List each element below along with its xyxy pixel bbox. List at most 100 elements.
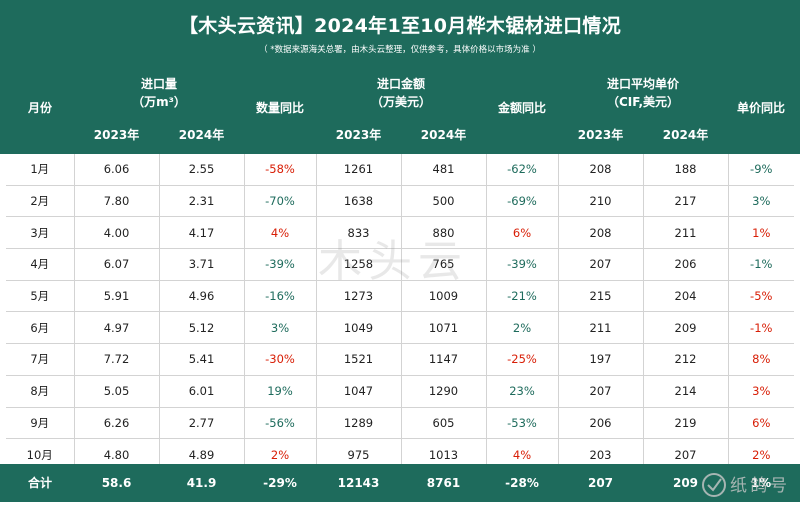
cell-qty-2023: 7.72 [74,343,160,376]
cell-qty-2024: 5.41 [159,343,245,376]
cell-month: 2月 [6,185,75,218]
svg-text:纸: 纸 [730,476,747,496]
cell-qty-2023: 4.00 [74,216,160,250]
total-row: 合计 58.6 41.9 -29% 12143 8761 -28% 207 20… [0,464,800,502]
table-row: 9月 6.26 2.77 -56% 1289 605 -53% 206 219 6% [6,407,794,440]
cell-amt-yoy: 6% [486,216,559,250]
header-amt-2024: 2024年 [420,128,467,142]
cell-qty-2024: 3.71 [159,248,245,281]
header-qty-2023: 2023年 [93,128,140,142]
cell-qty-2023: 6.07 [74,248,160,281]
cell-month: 8月 [6,375,75,408]
cell-price-2023: 215 [558,280,644,313]
cell-qty-2024: 2.31 [159,185,245,218]
table-row: 1月 6.06 2.55 -58% 1261 481 -62% 208 188 -9% [6,154,794,186]
cell-price-2023: 206 [558,407,644,440]
cell-price-yoy: -1% [728,311,794,345]
cell-amt-yoy: -62% [486,154,559,186]
header-amt-unit: （万美元） [370,95,431,109]
svg-text:鸽: 鸽 [750,476,767,496]
cell-amt-2023: 1289 [316,407,402,440]
cell-qty-yoy: -70% [244,185,317,218]
cell-qty-yoy: -30% [244,343,317,376]
cell-amt-yoy: 2% [486,311,559,345]
cell-price-yoy: 8% [728,343,794,376]
cell-amt-yoy: -39% [486,248,559,281]
cell-month: 3月 [6,216,75,250]
cell-price-yoy: 3% [728,185,794,218]
cell-amt-yoy: -25% [486,343,559,376]
cell-amt-2024: 1009 [401,280,487,313]
cell-price-2024: 217 [643,185,729,218]
table-row: 3月 4.00 4.17 4% 833 880 6% 208 211 1% [6,216,794,250]
cell-amt-2024: 500 [401,185,487,218]
cell-month: 5月 [6,280,75,313]
cell-month: 4月 [6,248,75,281]
cell-qty-2023: 4.97 [74,311,160,345]
cell-amt-2023: 1273 [316,280,402,313]
cell-amt-2023: 1638 [316,185,402,218]
cell-amt-2024: 1147 [401,343,487,376]
cell-amt-2024: 1071 [401,311,487,345]
cell-price-2024: 212 [643,343,729,376]
table-row: 2月 7.80 2.31 -70% 1638 500 -69% 210 217 3% [6,185,794,218]
cell-amt-2024: 605 [401,407,487,440]
cell-price-2024: 211 [643,216,729,250]
cell-amt-yoy: -21% [486,280,559,313]
cell-price-2023: 207 [558,375,644,408]
cell-amt-yoy: -69% [486,185,559,218]
cell-month: 6月 [6,311,75,345]
cell-price-2024: 219 [643,407,729,440]
total-amt-2023: 12143 [337,476,380,490]
cell-price-2023: 211 [558,311,644,345]
cell-qty-2023: 6.06 [74,154,160,186]
cell-qty-2024: 2.77 [159,407,245,440]
cell-qty-yoy: -16% [244,280,317,313]
svg-text:号: 号 [770,476,787,496]
cell-price-2024: 206 [643,248,729,281]
cell-qty-yoy: 19% [244,375,317,408]
cell-month: 7月 [6,343,75,376]
cell-amt-2024: 880 [401,216,487,250]
cell-month: 1月 [6,154,75,186]
cell-amt-2023: 1521 [316,343,402,376]
cell-price-2024: 209 [643,311,729,345]
cell-price-yoy: 1% [728,216,794,250]
header-price-2023: 2023年 [577,128,624,142]
total-price-yoy: 1% [750,476,772,490]
header-month: 月份 [27,101,52,115]
table-row: 8月 5.05 6.01 19% 1047 1290 23% 207 214 3% [6,375,794,408]
cell-qty-yoy: -58% [244,154,317,186]
header-price-group: 进口平均单价 [606,77,679,91]
header-price-unit: （CIF,美元） [606,95,680,109]
page-subtitle: （ *数据来源海关总署，由木头云整理，仅供参考，具体价格以市场为准 ） [259,45,541,55]
cell-amt-2023: 1049 [316,311,402,345]
cell-qty-2024: 4.17 [159,216,245,250]
cell-qty-2023: 7.80 [74,185,160,218]
cell-month: 9月 [6,407,75,440]
cell-qty-yoy: -56% [244,407,317,440]
cell-amt-yoy: 23% [486,375,559,408]
title-band: 【木头云资讯】2024年1至10月桦木锯材进口情况 （ *数据来源海关总署，由木… [0,0,800,62]
cell-price-yoy: -1% [728,248,794,281]
cell-qty-yoy: 3% [244,311,317,345]
cell-qty-yoy: -39% [244,248,317,281]
cell-amt-yoy: -53% [486,407,559,440]
header-price-2024: 2024年 [662,128,709,142]
total-price-2024: 209 [672,476,699,490]
cell-price-2023: 207 [558,248,644,281]
cell-price-yoy: 3% [728,375,794,408]
cell-price-yoy: -5% [728,280,794,313]
cell-qty-2023: 5.91 [74,280,160,313]
brand-logo: 纸 鸽 号 [700,470,792,500]
total-amt-yoy: -28% [505,476,539,490]
cell-qty-2024: 6.01 [159,375,245,408]
total-qty-2023: 58.6 [101,476,132,490]
header-price-yoy: 单价同比 [736,101,785,115]
page-title: 【木头云资讯】2024年1至10月桦木锯材进口情况 [178,15,622,37]
table-row: 6月 4.97 5.12 3% 1049 1071 2% 211 209 -1% [6,311,794,345]
header-amt-group: 进口金额 [376,77,425,91]
table-row: 7月 7.72 5.41 -30% 1521 1147 -25% 197 212 8% [6,343,794,376]
cell-price-2023: 210 [558,185,644,218]
cell-price-2024: 188 [643,154,729,186]
